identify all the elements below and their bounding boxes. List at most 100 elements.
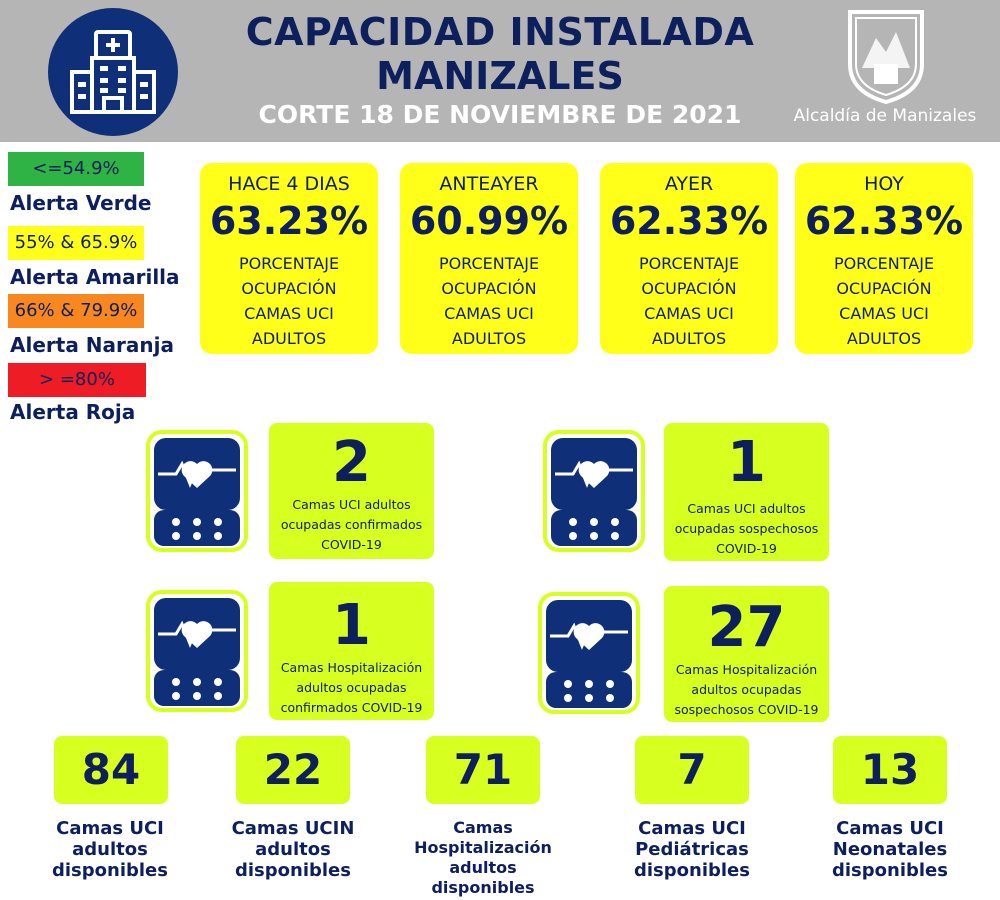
uci-suspected-box: 1 Camas UCI adultos ocupadas sospechosos… [664,423,829,561]
hosp-adult-available-label: Camas Hospitalización adultos disponible… [402,818,564,898]
ucin-adult-available-label: Camas UCIN adultos disponibles [212,818,374,881]
legend-label-orange: Alerta Naranja [10,333,174,357]
desc-line: Camas UCI adultos [687,501,806,516]
hosp-suspected-desc: Camas Hospitalización adultos ocupadas s… [664,660,829,720]
hosp-confirmed-desc: Camas Hospitalización adultos ocupadas c… [269,658,434,718]
uci-confirmed-desc: Camas UCI adultos ocupadas confirmados C… [269,495,434,555]
occupancy-card-4-days-ago: HACE 4 DIAS 63.23% PORCENTAJE OCUPACIÓN … [200,163,378,354]
hospital-icon [70,30,156,114]
hospital-logo [48,8,178,136]
organization-name: Alcaldía de Manizales [793,106,977,126]
label-line: Camas UCIN [231,818,355,839]
occupancy-card-day-before-yesterday: ANTEAYER 60.99% PORCENTAJE OCUPACIÓN CAM… [400,163,578,354]
uci-confirmed-value: 2 [332,430,371,495]
label-line: disponibles [832,860,948,881]
card-percentage: 62.33% [609,199,769,243]
card-description: PORCENTAJE OCUPACIÓN CAMAS UCI ADULTOS [420,251,558,351]
legend-range-red: > =80% [8,363,146,397]
desc-line: CAMAS UCI [644,304,734,323]
desc-line: PORCENTAJE [238,254,340,273]
uci-adult-available-label: Camas UCI adultos disponibles [30,818,190,881]
legend-label-green: Alerta Verde [10,191,152,215]
desc-line: OCUPACIÓN [241,279,337,298]
card-description: PORCENTAJE OCUPACIÓN CAMAS UCI ADULTOS [220,251,358,351]
desc-line: ADULTOS [451,329,527,348]
label-line: disponibles [52,860,168,881]
desc-line: COVID-19 [321,537,382,552]
label-line: Pediátricas [635,839,749,860]
report-date: CORTE 18 DE NOVIEMBRE DE 2021 [258,100,742,129]
uci-pediatric-available-label: Camas UCI Pediátricas disponibles [611,818,773,881]
desc-line: PORCENTAJE [833,254,935,273]
desc-line: ADULTOS [251,329,327,348]
heart-monitor-icon [146,590,248,712]
hosp-confirmed-box: 1 Camas Hospitalización adultos ocupadas… [269,582,434,720]
desc-line: PORCENTAJE [638,254,740,273]
desc-line: PORCENTAJE [438,254,540,273]
heart-monitor-icon [146,430,248,552]
desc-line: sospechosos COVID-19 [674,702,819,717]
card-description: PORCENTAJE OCUPACIÓN CAMAS UCI ADULTOS [815,251,953,351]
desc-line: CAMAS UCI [839,304,929,323]
hosp-suspected-value: 27 [707,595,786,660]
card-period: HACE 4 DIAS [228,173,350,195]
desc-line: ocupadas sospechosos [674,521,819,536]
card-period: HOY [864,173,904,195]
desc-line: Camas UCI adultos [292,497,411,512]
label-line: disponibles [235,860,351,881]
label-line: adultos [72,839,148,860]
occupancy-card-today: HOY 62.33% PORCENTAJE OCUPACIÓN CAMAS UC… [795,163,973,354]
label-line: Camas [453,818,513,837]
label-line: adultos [255,839,331,860]
card-percentage: 63.23% [209,199,369,243]
desc-line: ocupadas confirmados [280,517,423,532]
heart-monitor-icon [538,592,640,714]
label-line: Camas UCI [56,818,164,839]
header-banner: CAPACIDAD INSTALADA MANIZALES CORTE 18 D… [0,0,1000,142]
page-title-city: MANIZALES [376,54,624,98]
hosp-suspected-box: 27 Camas Hospitalización adultos ocupada… [664,586,829,722]
label-line: Camas UCI [638,818,746,839]
desc-line: CAMAS UCI [444,304,534,323]
desc-line: OCUPACIÓN [441,279,537,298]
legend-label-yellow: Alerta Amarilla [10,265,180,289]
legend-range-green: <=54.9% [8,152,144,186]
uci-neonatal-available-value: 13 [833,736,947,804]
desc-line: ADULTOS [651,329,727,348]
label-line: disponibles [634,860,750,881]
desc-line: OCUPACIÓN [641,279,737,298]
legend-range-orange: 66% & 79.9% [8,294,144,328]
label-line: Hospitalización [414,838,552,857]
desc-line: ADULTOS [846,329,922,348]
desc-line: Camas Hospitalización [280,660,423,675]
heart-monitor-icon [543,430,645,552]
card-percentage: 62.33% [804,199,964,243]
uci-suspected-desc: Camas UCI adultos ocupadas sospechosos C… [664,499,829,559]
label-line: disponibles [431,878,535,897]
uci-adult-available-value: 84 [54,736,168,804]
label-line: Neonatales [832,839,948,860]
card-description: PORCENTAJE OCUPACIÓN CAMAS UCI ADULTOS [620,251,758,351]
desc-line: OCUPACIÓN [836,279,932,298]
uci-suspected-value: 1 [727,430,766,495]
card-percentage: 60.99% [409,199,569,243]
desc-line: CAMAS UCI [244,304,334,323]
uci-confirmed-box: 2 Camas UCI adultos ocupadas confirmados… [269,423,434,559]
desc-line: confirmados COVID-19 [280,700,423,715]
card-period: ANTEAYER [439,173,539,195]
ucin-adult-available-value: 22 [236,736,350,804]
uci-pediatric-available-value: 7 [635,736,749,804]
desc-line: Camas Hospitalización [675,662,818,677]
occupancy-card-yesterday: AYER 62.33% PORCENTAJE OCUPACIÓN CAMAS U… [600,163,778,354]
hosp-confirmed-value: 1 [332,593,371,658]
label-line: Camas UCI [836,818,944,839]
page-title: CAPACIDAD INSTALADA [245,10,755,54]
hosp-adult-available-value: 71 [426,736,540,804]
card-period: AYER [664,173,714,195]
city-shield-icon [848,10,924,104]
label-line: adultos [449,858,517,877]
desc-line: adultos ocupadas [691,682,802,697]
desc-line: adultos ocupadas [296,680,407,695]
legend-label-red: Alerta Roja [10,400,136,424]
uci-neonatal-available-label: Camas UCI Neonatales disponibles [809,818,971,881]
